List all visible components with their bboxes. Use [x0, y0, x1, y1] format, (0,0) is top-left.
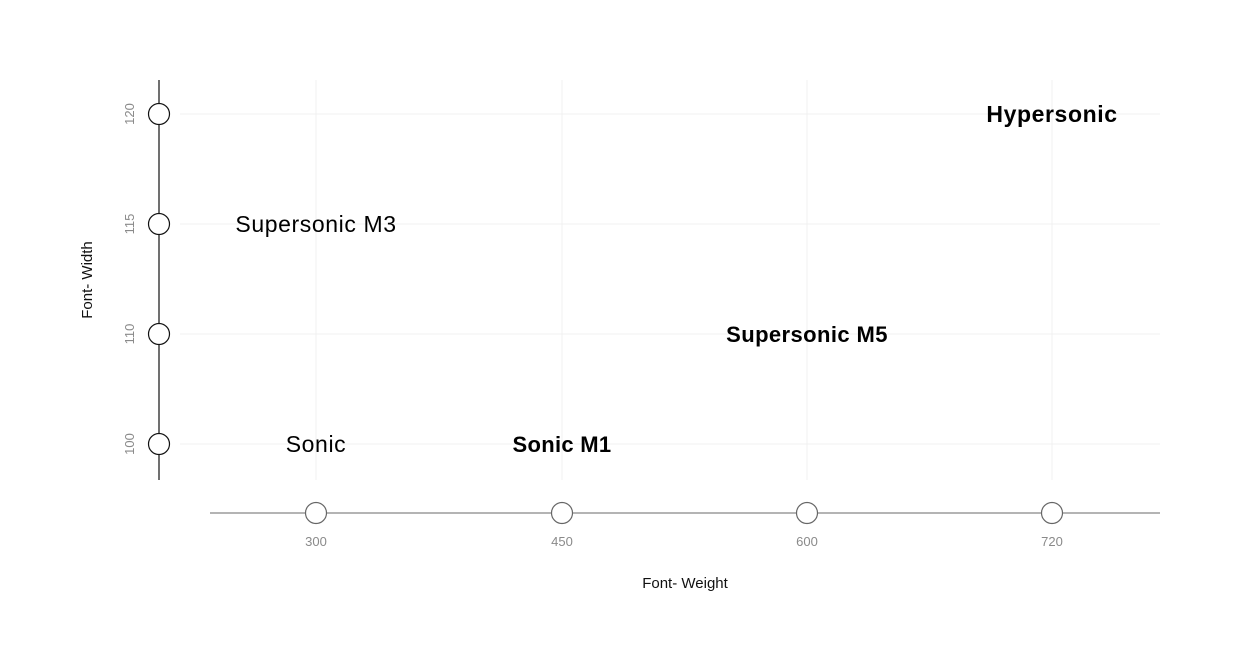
y-tick-marker	[147, 432, 171, 456]
grid	[180, 80, 1160, 480]
x-tick-marker	[1040, 501, 1064, 525]
y-tick-label: 115	[122, 214, 137, 235]
y-tick-marker	[147, 322, 171, 346]
y-tick-marker	[147, 102, 171, 126]
data-point-label: Supersonic M3	[235, 211, 396, 237]
axes: 100 110 115 120 300 450 600 720	[122, 80, 1160, 549]
x-axis-title: Font- Weight	[642, 575, 728, 592]
x-tick-label: 450	[551, 534, 573, 549]
x-tick-marker	[550, 501, 574, 525]
data-point-label: Sonic M1	[513, 432, 612, 457]
point-labels: Sonic Sonic M1 Supersonic M3 Supersonic M5 H…	[235, 101, 1117, 457]
y-tick-label: 110	[122, 324, 137, 345]
x-tick-label: 720	[1041, 534, 1063, 549]
x-tick-label: 600	[796, 534, 818, 549]
x-tick-marker	[304, 501, 328, 525]
data-point-label: Hypersonic	[986, 101, 1117, 127]
data-point-label: Supersonic M5	[726, 322, 888, 347]
x-tick-label: 300	[305, 534, 327, 549]
y-tick-label: 100	[122, 433, 137, 455]
y-tick-label: 120	[122, 103, 137, 125]
y-axis-title: Font- Width	[79, 241, 96, 319]
y-tick-marker	[147, 212, 171, 236]
data-point-label: Sonic	[286, 431, 347, 457]
x-tick-marker	[795, 501, 819, 525]
